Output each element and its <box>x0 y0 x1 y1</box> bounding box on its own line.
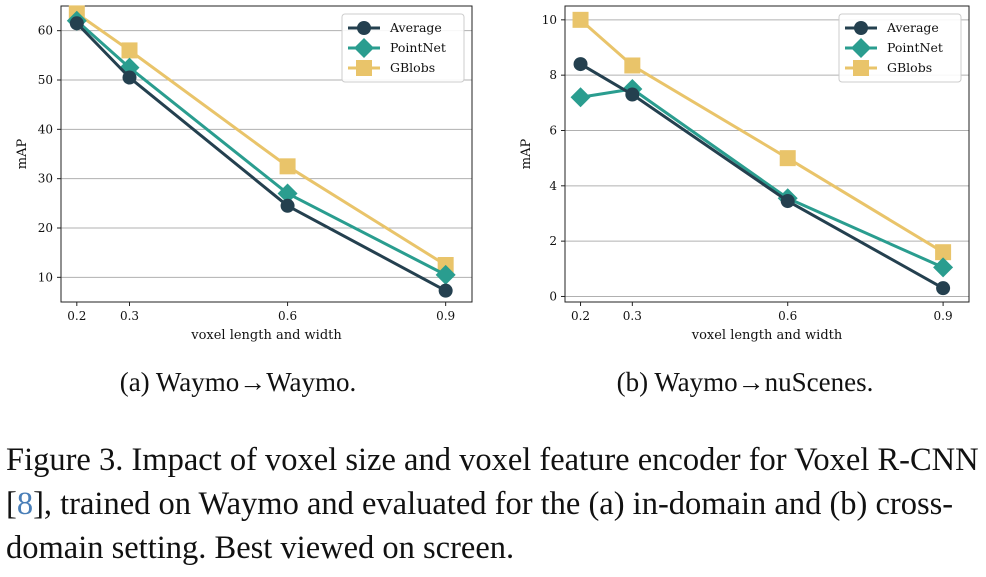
legend-label-average: Average <box>886 20 939 35</box>
x-tick-label: 0.3 <box>623 309 642 323</box>
legend-box <box>341 13 465 83</box>
y-tick-label: 6 <box>549 123 557 137</box>
data-point-pointnet <box>435 264 456 285</box>
y-tick-label: 30 <box>38 172 53 186</box>
data-point-average <box>438 283 453 298</box>
x-tick-label: 0.3 <box>120 309 139 323</box>
data-point-pointnet <box>933 257 954 278</box>
x-tick-label: 0.9 <box>934 309 953 323</box>
plot-frame <box>60 5 473 303</box>
y-tick-label: 20 <box>38 221 53 235</box>
data-point-average <box>780 194 795 209</box>
caption-text-end: ], trained on Waymo and evaluated for th… <box>6 486 954 566</box>
x-tick-label: 0.2 <box>571 309 590 323</box>
data-point-average <box>280 198 295 213</box>
data-point-gblobs <box>624 57 641 74</box>
subcaption: (a) Waymo→Waymo. <box>120 367 357 397</box>
chart-panel-waymo-waymo: 10 20 30 40 50 60 0.2 0.3 0.6 0.9 voxel length and… <box>15 5 473 397</box>
data-point-average <box>573 57 588 72</box>
legend-box <box>838 13 962 83</box>
data-point-average <box>69 16 84 31</box>
y-axis-label: mAP <box>519 139 534 170</box>
plot-frame <box>564 5 970 303</box>
x-axis-label: voxel length and width <box>190 328 342 343</box>
x-tick-label: 0.6 <box>278 309 297 323</box>
legend-marker-average <box>854 21 868 35</box>
legend-label-pointnet: PointNet <box>390 40 446 55</box>
y-tick-label: 8 <box>549 68 557 82</box>
data-point-average <box>936 281 951 296</box>
data-point-gblobs <box>572 11 589 28</box>
y-axis-label: mAP <box>15 139 30 170</box>
x-tick-label: 0.9 <box>436 309 455 323</box>
legend-marker-pointnet <box>851 38 871 58</box>
data-point-average <box>122 70 137 85</box>
series-line-pointnet <box>580 87 944 269</box>
y-tick-label: 40 <box>38 122 53 136</box>
series-line-gblobs <box>75 12 447 267</box>
legend-label-average: Average <box>389 20 442 35</box>
y-tick-label: 50 <box>38 73 53 87</box>
series-line-pointnet <box>75 19 447 277</box>
legend-marker-pointnet <box>354 38 374 58</box>
caption-citation-link[interactable]: 8 <box>16 486 34 522</box>
legend-label-gblobs: GBlobs <box>390 60 435 75</box>
data-point-gblobs <box>935 244 952 261</box>
legend-marker-gblobs <box>356 60 372 76</box>
y-tick-label: 10 <box>542 13 557 27</box>
legend-marker-gblobs <box>853 60 869 76</box>
series-line-gblobs <box>579 18 944 254</box>
legend-label-pointnet: PointNet <box>887 40 943 55</box>
caption-text-start: Figure 3. Impact of voxel size and voxel… <box>6 442 979 522</box>
data-point-gblobs <box>779 150 796 167</box>
y-tick-label: 10 <box>38 270 53 284</box>
data-point-gblobs <box>121 42 138 59</box>
data-point-gblobs <box>279 158 296 175</box>
x-tick-label: 0.6 <box>778 309 797 323</box>
figure-caption: Figure 3. Impact of voxel size and voxel… <box>6 438 982 570</box>
y-tick-label: 60 <box>38 24 53 38</box>
data-point-average <box>625 87 640 102</box>
y-tick-label: 0 <box>549 289 557 303</box>
legend-label-gblobs: GBlobs <box>887 60 932 75</box>
y-tick-label: 4 <box>549 179 557 193</box>
x-tick-label: 0.2 <box>67 309 86 323</box>
legend-marker-average <box>357 21 371 35</box>
x-axis-label: voxel length and width <box>691 328 843 343</box>
series-line-average <box>75 22 447 292</box>
data-point-pointnet <box>277 183 298 204</box>
subcaption: (b) Waymo→nuScenes. <box>617 367 874 397</box>
series-line-average <box>579 62 944 290</box>
data-point-pointnet <box>570 87 591 108</box>
y-tick-label: 2 <box>549 234 557 248</box>
chart-panel-waymo-nuscenes: 0 2 4 6 8 10 0.2 0.3 0.6 0.9 voxel length and widt… <box>519 5 970 397</box>
